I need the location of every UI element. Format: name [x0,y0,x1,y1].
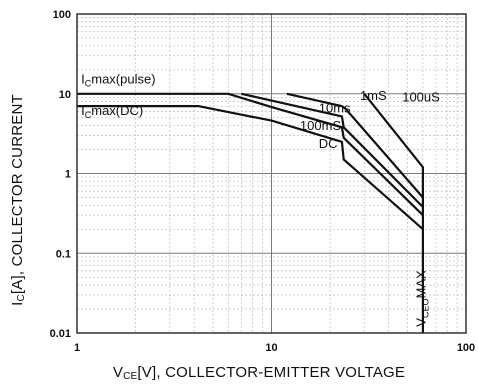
y-tick-label: 10 [59,89,71,101]
y-tick-label: 0.01 [50,328,71,340]
x-tick-label: 100 [457,342,475,354]
x-tick-label: 1 [74,342,80,354]
series-line-10ms [241,92,424,208]
annotation-vceomax: VCEOMAX [414,270,431,327]
annotation-100ms: 100mS [300,118,342,133]
grid-lines [77,14,466,333]
annotation-dc: DC [319,136,338,151]
annotation-icmax-dc-: ICmax(DC) [81,103,143,120]
x-tick-label: 10 [265,342,277,354]
tick-labels: 1 10 100 100 10 1 0.1 0.01 [50,9,476,354]
x-axis-label: VCE[V], COLLECTOR-EMITTER VOLTAGE [112,364,406,382]
series-lines [77,92,424,333]
series-line-1ms [286,92,424,199]
y-tick-label: 100 [53,9,71,21]
series-line-100ms [77,92,424,216]
series-line-100us [363,93,424,333]
annotation-icmax-pulse-: ICmax(pulse) [81,71,155,88]
annotation-1ms: 1mS [360,88,387,103]
annotation-10ms: 10ms [319,101,351,116]
plot-frame [76,13,467,334]
y-axis-label-wrap: IC[A], COLLECTOR CURRENT [4,60,32,340]
series-line-dc [77,104,424,231]
y-tick-label: 1 [65,169,71,181]
annotations: ICmax(pulse) ICmax(DC) DC 100mS 10ms 1mS 100uS… [81,71,440,326]
y-axis-label: IC[A], COLLECTOR CURRENT [9,94,27,306]
y-tick-label: 0.1 [56,248,71,260]
annotation-100us: 100uS [402,89,440,104]
